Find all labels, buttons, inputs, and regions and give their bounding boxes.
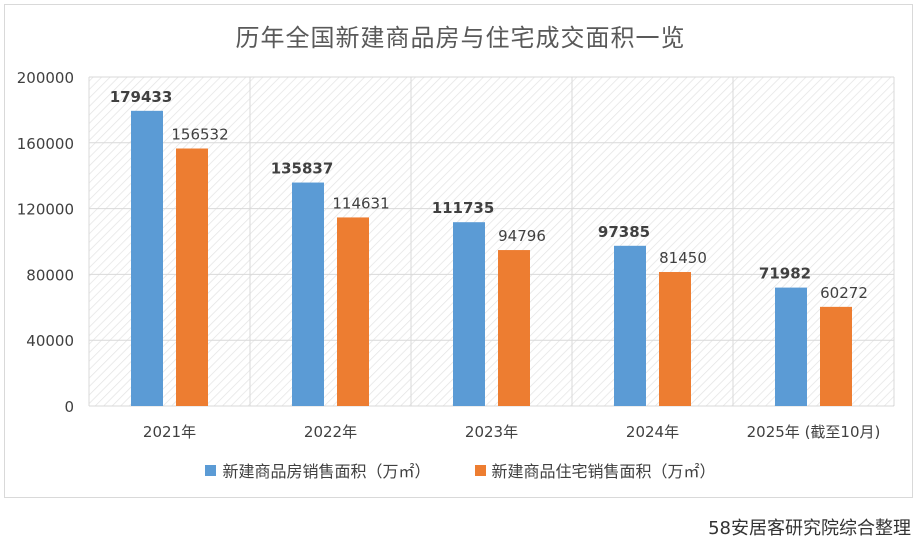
y-tick-label: 40000 (26, 332, 74, 350)
data-label-series2: 114631 (332, 194, 389, 212)
chart-title: 历年全国新建商品房与住宅成交面积一览 (235, 24, 686, 52)
legend-label-series2: 新建商品住宅销售面积（万㎡） (491, 462, 716, 481)
bar-series1 (775, 287, 807, 406)
y-tick-label: 160000 (17, 135, 74, 153)
bar-series1 (131, 110, 163, 407)
x-tick-label: 2021年 (143, 423, 196, 441)
data-label-series2: 94796 (498, 227, 546, 245)
bar-series2 (498, 250, 530, 406)
data-label-series1: 71982 (759, 265, 811, 283)
legend-swatch-series1 (205, 464, 217, 476)
data-label-series1: 179433 (110, 88, 173, 106)
data-label-series1: 135837 (271, 160, 334, 178)
data-label-series2: 156532 (171, 126, 228, 144)
x-tick-label: 2025年 (截至10月) (747, 423, 881, 441)
data-label-series1: 111735 (432, 199, 495, 217)
bar-series2 (659, 272, 691, 406)
legend: 新建商品房销售面积（万㎡） 新建商品住宅销售面积（万㎡） (0, 458, 921, 482)
bar-series1 (614, 245, 646, 406)
legend-label-series1: 新建商品房销售面积（万㎡） (222, 462, 431, 481)
legend-item-series2: 新建商品住宅销售面积（万㎡） (474, 458, 716, 482)
bar-series1 (292, 182, 324, 406)
data-label-series2: 81450 (659, 249, 707, 267)
y-axis: 0 40000 80000 120000 160000 200000 (17, 69, 74, 416)
bar-series1 (453, 222, 485, 406)
plot-area (89, 77, 894, 406)
legend-swatch-series2 (474, 464, 486, 476)
data-label-series1: 97385 (598, 223, 650, 241)
x-axis: 2021年 2022年 2023年 2024年 2025年 (截至10月) (143, 423, 880, 441)
y-tick-label: 0 (64, 398, 74, 416)
gridlines (88, 76, 895, 407)
x-tick-label: 2024年 (626, 423, 679, 441)
x-tick-label: 2022年 (304, 423, 357, 441)
source-credit: 58安居客研究院综合整理 (708, 518, 911, 539)
y-tick-label: 200000 (17, 69, 74, 87)
bar-series2 (176, 148, 208, 406)
bar-series2 (820, 306, 852, 406)
legend-item-series1: 新建商品房销售面积（万㎡） (205, 458, 431, 482)
data-label-series2: 60272 (820, 284, 868, 302)
x-tick-label: 2023年 (465, 423, 518, 441)
y-tick-label: 80000 (26, 266, 74, 284)
y-tick-label: 120000 (17, 201, 74, 219)
bar-series2 (337, 217, 369, 406)
